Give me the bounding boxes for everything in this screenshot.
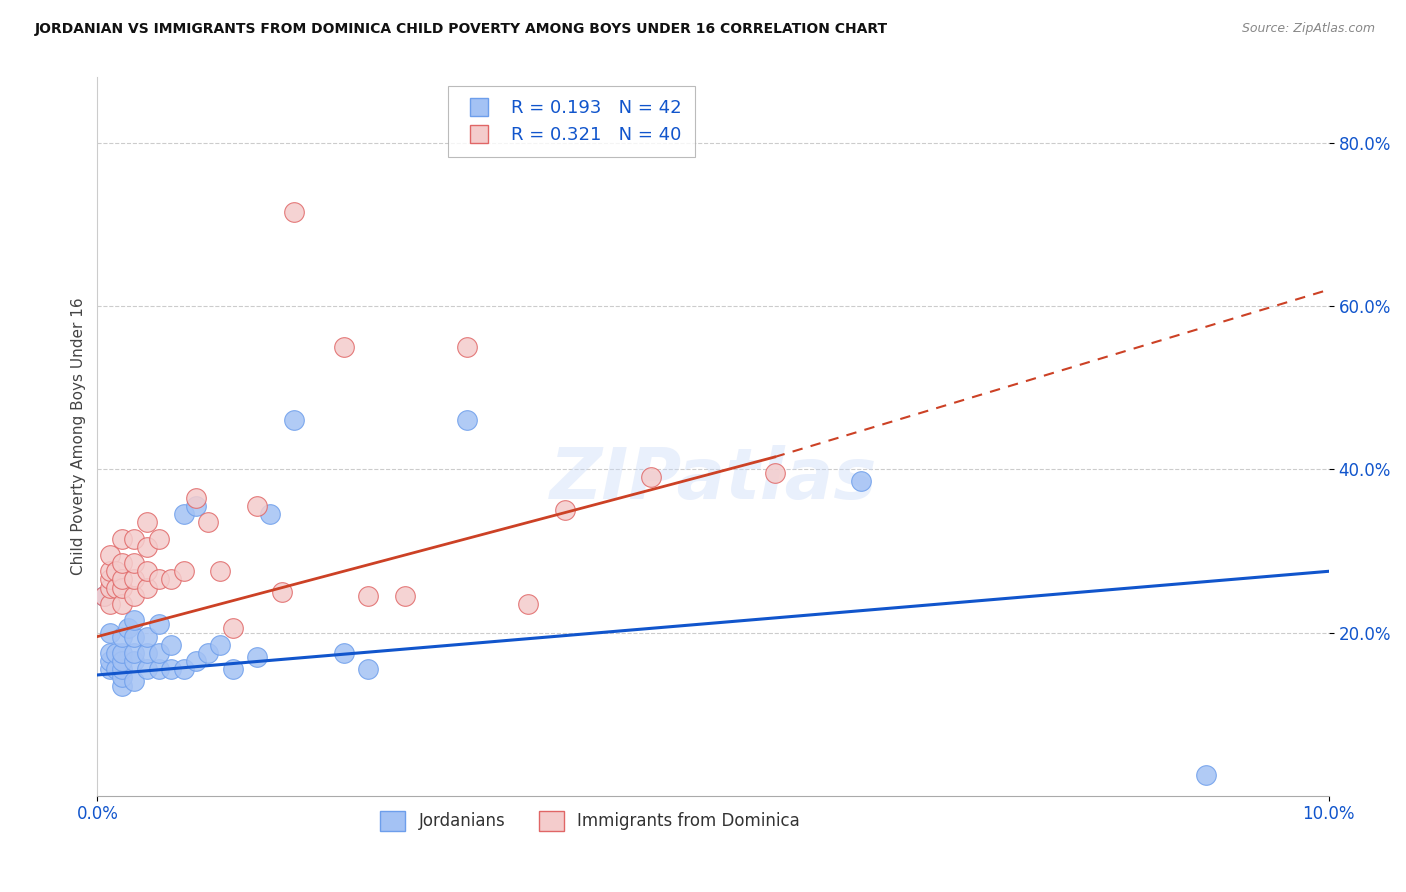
Point [111,532,134,546]
Point [124,556,146,570]
Point [148,573,170,587]
Point [222,622,245,636]
Point [104,581,127,595]
Point [111,654,134,668]
Point [135,581,157,595]
Point [394,589,416,603]
Point [209,638,232,652]
Text: ZIPatlas: ZIPatlas [550,445,877,514]
Point [148,662,170,676]
Point [357,662,380,676]
Point [98,573,121,587]
Text: JORDANIAN VS IMMIGRANTS FROM DOMINICA CHILD POVERTY AMONG BOYS UNDER 16 CORRELAT: JORDANIAN VS IMMIGRANTS FROM DOMINICA CH… [35,22,889,37]
Point [124,654,146,668]
Point [135,564,157,578]
Point [98,646,121,660]
Point [111,597,134,611]
Point [246,650,269,665]
Point [357,589,380,603]
Point [104,662,127,676]
Point [184,499,207,513]
Point [184,654,207,668]
Point [456,413,478,427]
Point [98,564,121,578]
Point [148,617,170,632]
Point [93,589,115,603]
Point [98,662,121,676]
Point [173,662,195,676]
Point [1194,768,1216,782]
Point [173,564,195,578]
Point [111,670,134,684]
Point [111,662,134,676]
Point [332,340,354,354]
Point [124,589,146,603]
Point [259,507,281,521]
Point [124,646,146,660]
Point [124,630,146,644]
Point [98,597,121,611]
Point [93,589,115,603]
Point [124,573,146,587]
Point [160,573,183,587]
Point [184,491,207,505]
Point [98,654,121,668]
Point [148,646,170,660]
Point [160,638,183,652]
Point [517,597,540,611]
Point [849,475,872,489]
Point [271,584,294,599]
Point [124,674,146,689]
Legend: R = 0.193   N = 42, R = 0.321   N = 40: R = 0.193 N = 42, R = 0.321 N = 40 [449,87,695,157]
Point [124,613,146,627]
Point [104,564,127,578]
Point [124,532,146,546]
Point [135,540,157,554]
Point [135,516,157,530]
Point [104,646,127,660]
Point [246,499,269,513]
Point [456,340,478,354]
Point [554,503,576,517]
Point [763,467,786,481]
Point [111,679,134,693]
Point [98,581,121,595]
Point [111,646,134,660]
Point [135,646,157,660]
Point [283,205,305,219]
Point [197,516,219,530]
Point [98,625,121,640]
Point [283,413,305,427]
Point [98,548,121,562]
Point [640,470,662,484]
Point [111,630,134,644]
Point [135,662,157,676]
Text: Source: ZipAtlas.com: Source: ZipAtlas.com [1241,22,1375,36]
Point [173,507,195,521]
Point [111,581,134,595]
Point [209,564,232,578]
Point [160,662,183,676]
Point [111,573,134,587]
Y-axis label: Child Poverty Among Boys Under 16: Child Poverty Among Boys Under 16 [72,298,86,575]
Point [148,532,170,546]
Point [135,630,157,644]
Point [332,646,354,660]
Point [222,662,245,676]
Point [117,622,139,636]
Point [197,646,219,660]
Point [111,556,134,570]
